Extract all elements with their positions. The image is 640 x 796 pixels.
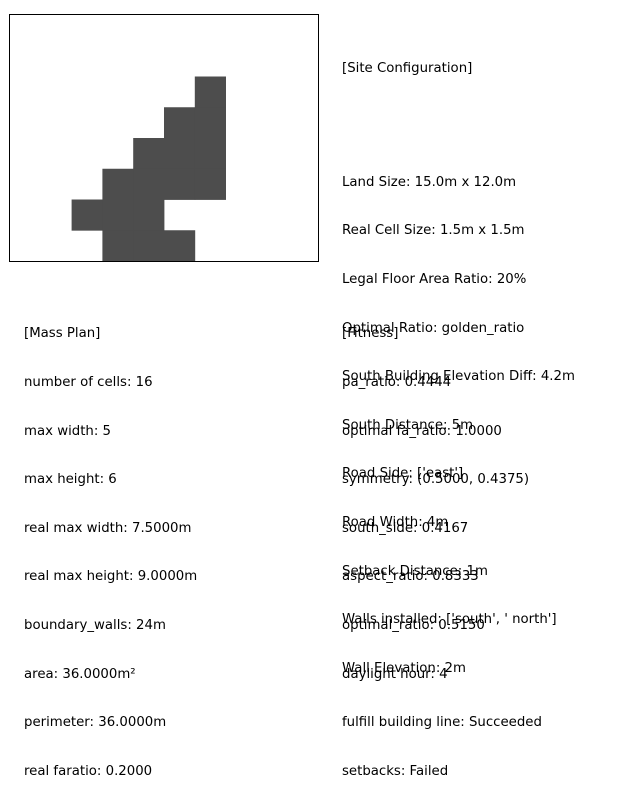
mass-plan-panel: [Mass Plan] number of cells: 16 max widt… (24, 294, 197, 796)
fitness-line: optimal_ratio: 0.5150 (342, 617, 485, 633)
mass-cell (194, 168, 226, 200)
mass-plan-line: area: 36.0000m² (24, 666, 136, 682)
mass-plan-header: [Mass Plan] (24, 326, 101, 342)
fitness-line: south_side: 0.4167 (342, 520, 469, 536)
mass-cell (164, 168, 196, 200)
fitness-header: [Fitness] (342, 326, 399, 342)
mass-cell (133, 168, 165, 200)
site-config-line: South Building Elevation Diff: 4.2m (342, 369, 575, 385)
site-config-line: Real Cell Size: 1.5m x 1.5m (342, 223, 525, 239)
site-configuration-header: [Site Configuration] (342, 61, 473, 77)
site-config-line: Legal Floor Area Ratio: 20% (342, 271, 527, 287)
mass-cell (102, 199, 134, 231)
mass-plan-line: real max height: 9.0000m (24, 569, 198, 585)
mass-cell (194, 107, 226, 139)
site-config-line: Land Size: 15.0m x 12.0m (342, 174, 517, 190)
mass-grid-canvas (71, 76, 226, 261)
mass-plan-line: real faratio: 0.2000 (24, 763, 153, 779)
fitness-line: aspect_ratio: 0.8333 (342, 569, 479, 585)
fitness-line: pa_ratio: 0.4444 (342, 375, 452, 390)
mass-cell (133, 230, 165, 261)
mass-cell (194, 138, 226, 170)
mass-plan-line: number of cells: 16 (24, 375, 153, 390)
fitness-line: fulfill building line: Succeeded (342, 715, 542, 731)
mass-cell (194, 76, 226, 108)
site-config-line: Optimal Ratio: golden_ratio (342, 320, 525, 336)
fitness-line: daylight hour: 4 (342, 666, 448, 682)
site-config-line: Road Side: ['east'] (342, 466, 464, 482)
mass-cell (164, 138, 196, 170)
mass-plan-line: max height: 6 (24, 472, 117, 488)
mass-cell (133, 138, 165, 170)
mass-plan-line: boundary_walls: 24m (24, 617, 166, 633)
section-spacer (342, 110, 575, 142)
site-config-line: South Distance: 5m (342, 417, 474, 433)
fitness-panel: [Fitness] pa_ratio: 0.4444 optimal fa_ra… (342, 294, 542, 796)
mass-cell (102, 168, 134, 200)
mass-grid-view (9, 14, 319, 262)
fitness-line: setbacks: Failed (342, 763, 449, 779)
mass-plan-line: real max width: 7.5000m (24, 520, 192, 536)
mass-cell (133, 199, 165, 231)
fitness-line: symmetry: (0.5000, 0.4375) (342, 472, 530, 488)
mass-cell (164, 230, 196, 261)
mass-plan-line: perimeter: 36.0000m (24, 715, 167, 731)
fitness-line: optimal fa_ratio: 1.0000 (342, 423, 502, 439)
mass-cell (71, 199, 103, 231)
mass-cell (102, 230, 134, 261)
mass-cell (164, 107, 196, 139)
mass-plan-line: max width: 5 (24, 423, 112, 439)
